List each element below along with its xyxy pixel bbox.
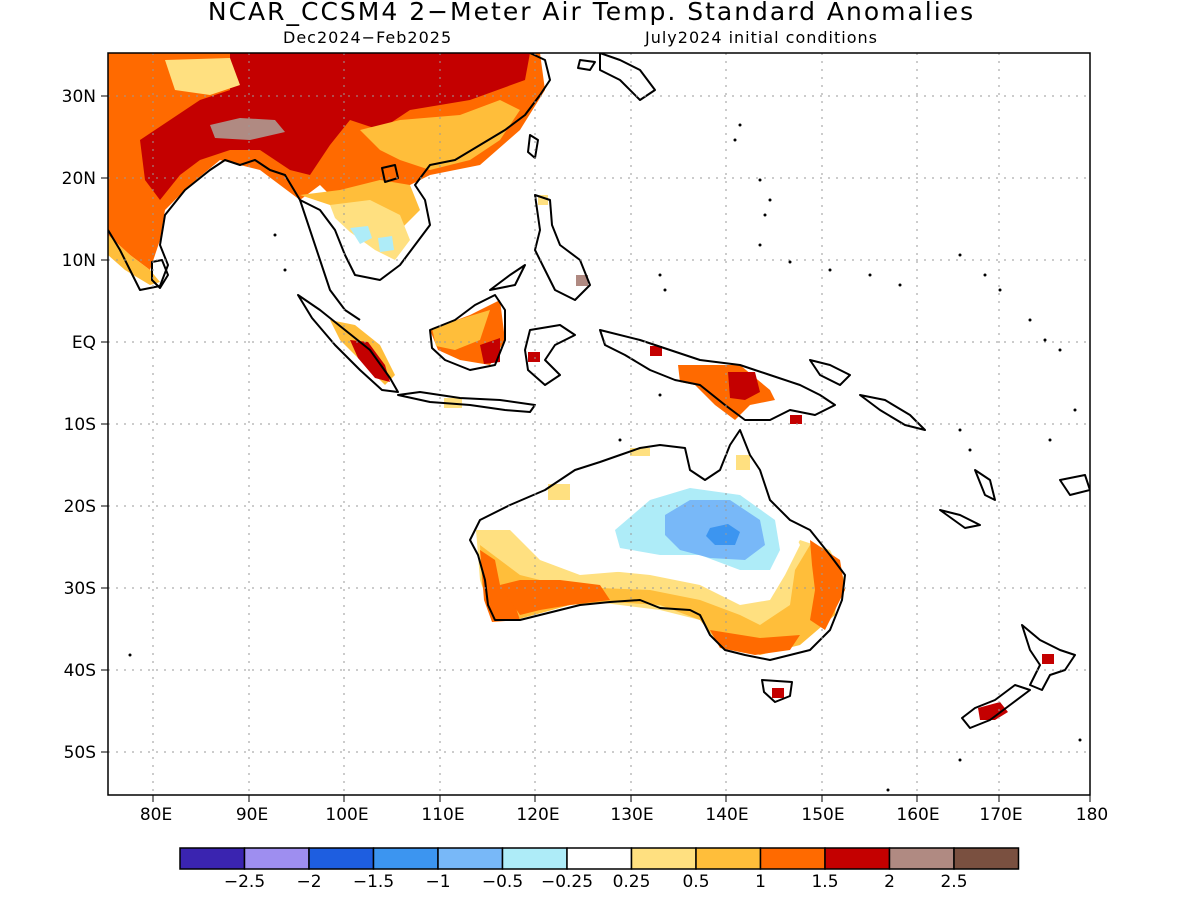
lon-label: 150E (801, 805, 844, 825)
colorbar-swatch (243, 847, 310, 870)
lon-label: 100E (325, 805, 368, 825)
shade-borneo-red (480, 338, 500, 364)
lon-label: 180 (1076, 805, 1108, 825)
colorbar-swatch (566, 847, 633, 870)
shade-asia-red (140, 53, 530, 200)
lat-label: 20N (62, 169, 96, 189)
season-subtitle: Dec2024−Feb2025 (283, 28, 453, 47)
colorbar-label: 1 (755, 872, 766, 892)
colorbar-label: 1.5 (811, 872, 839, 892)
colorbar-swatch (953, 847, 1020, 870)
colorbar-swatch (308, 847, 375, 870)
lat-label: 20S (64, 497, 96, 517)
lon-label: 110E (421, 805, 464, 825)
shade-aus-yellow-ne (736, 455, 750, 470)
colorbar-swatch (824, 847, 891, 870)
lat-label: EQ (72, 333, 96, 353)
shade-aus-blue (706, 524, 740, 545)
colorbar-swatch (888, 847, 955, 870)
shade-aus-yellow-n2 (630, 448, 650, 456)
colorbar-label: 0.25 (612, 872, 651, 892)
colorbar-label: 2 (884, 872, 895, 892)
colorbar-label: 0.5 (682, 872, 710, 892)
map-title: NCAR_CCSM4 2−Meter Air Temp. Standard An… (207, 0, 976, 26)
init-conditions-subtitle: July2024 initial conditions (645, 28, 878, 47)
lat-label: 40S (64, 661, 96, 681)
colorbar-label: −0.5 (481, 872, 524, 892)
colorbar-swatch (501, 847, 568, 870)
shade-indochina-cyan (350, 226, 372, 244)
shade-png-red (728, 372, 760, 400)
shade-nz-red (978, 702, 1008, 720)
colorbar-swatch (630, 847, 697, 870)
colorbar-label: −0.25 (540, 872, 594, 892)
lon-label: 80E (140, 805, 172, 825)
small-islands (128, 123, 1082, 792)
shade-sumatra-red (350, 340, 390, 382)
lon-label: 130E (610, 805, 653, 825)
colorbar-label: −2 (296, 872, 322, 892)
coastlines (108, 53, 1090, 729)
lon-label: 140E (705, 805, 748, 825)
shade-aus-lightorange (480, 545, 840, 655)
lat-label: 30S (64, 579, 96, 599)
shade-aus-orange-se (710, 630, 800, 655)
lat-label: 10N (62, 251, 96, 271)
shade-asia-yellow-nw (165, 58, 240, 95)
shade-tas-red (772, 688, 784, 698)
shade-phil-brown (576, 275, 588, 286)
lon-label: 170E (979, 805, 1022, 825)
lon-label: 90E (236, 805, 268, 825)
shade-borneo-lightorange (432, 310, 490, 350)
shade-png-red3 (790, 415, 802, 424)
lat-label: 50S (64, 743, 96, 763)
colorbar-swatch (695, 847, 762, 870)
colorbar (179, 847, 1020, 870)
axis-ticks (101, 95, 1091, 802)
map-plot-area (108, 53, 1090, 795)
lon-label: 120E (516, 805, 559, 825)
colorbar-label: −1.5 (352, 872, 395, 892)
colorbar-swatch (372, 847, 439, 870)
shade-png-red2 (650, 346, 662, 356)
shade-sulawesi-red (528, 352, 540, 362)
lat-label: 30N (62, 87, 96, 107)
shade-nz-red2 (1042, 654, 1054, 664)
shade-asia-brown (210, 118, 285, 140)
shade-aus-orange-s (500, 580, 610, 615)
shade-aus-yellow-n (548, 484, 570, 500)
lat-label: 10S (64, 415, 96, 435)
shade-indochina-cyan2 (378, 236, 394, 252)
colorbar-label: 2.5 (940, 872, 968, 892)
shade-aus-yellow (476, 530, 845, 650)
lon-label: 160E (896, 805, 939, 825)
colorbar-swatch (437, 847, 504, 870)
colorbar-label: −2.5 (223, 872, 266, 892)
colorbar-swatch (759, 847, 826, 870)
shade-aus-orange-sw (480, 550, 520, 622)
colorbar-label: −1 (425, 872, 451, 892)
colorbar-swatch (179, 847, 246, 870)
